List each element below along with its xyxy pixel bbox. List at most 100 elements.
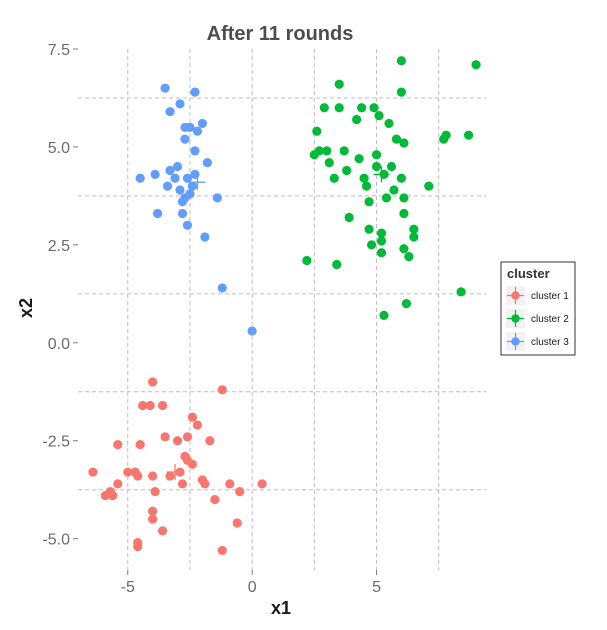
data-point-cluster-2 [364,224,374,234]
data-point-cluster-3 [217,283,227,293]
data-point-cluster-2 [396,173,407,183]
data-point-cluster-2 [401,299,411,309]
data-point-cluster-1 [192,420,203,430]
data-point-cluster-3 [153,208,163,219]
data-point-cluster-2 [376,248,387,258]
data-point-cluster-1 [145,400,155,411]
data-point-cluster-2 [376,228,387,238]
data-point-cluster-1 [160,432,170,442]
data-point-cluster-2 [319,103,329,113]
data-point-cluster-3 [180,134,190,144]
legend-key-dot [511,291,520,300]
data-point-cluster-2 [329,173,339,183]
data-point-cluster-3 [190,169,200,179]
data-point-cluster-2 [322,146,332,156]
data-point-cluster-3 [162,181,173,191]
legend-label: cluster 2 [531,314,569,325]
data-point-cluster-1 [257,479,267,489]
data-point-cluster-2 [396,87,407,97]
data-point-cluster-1 [200,479,210,489]
data-point-cluster-3 [165,165,175,176]
data-point-cluster-3 [212,193,222,203]
data-point-cluster-2 [352,114,362,125]
data-point-cluster-2 [381,193,392,203]
data-point-cluster-1 [150,487,160,497]
data-point-cluster-2 [334,79,344,89]
data-point-cluster-2 [364,197,374,207]
data-point-cluster-2 [441,130,451,140]
data-point-cluster-3 [185,122,195,132]
data-point-cluster-3 [182,220,193,230]
x-axis-label: x1 [271,598,291,618]
data-point-cluster-3 [190,87,200,97]
data-point-cluster-1 [210,494,220,505]
x-tick-label: 0 [248,579,257,596]
data-point-cluster-2 [334,103,344,113]
data-point-cluster-1 [225,479,235,489]
data-point-cluster-2 [379,310,389,320]
data-point-cluster-2 [366,240,377,250]
data-point-cluster-1 [148,506,158,516]
data-point-cluster-2 [389,185,399,195]
data-point-cluster-1 [123,467,133,477]
data-point-cluster-2 [357,103,367,113]
legend-label: cluster 3 [531,337,569,348]
centroid-cluster-3 [189,174,206,191]
chart-title: After 11 rounds [207,23,354,45]
data-point-cluster-2 [332,259,342,270]
data-point-cluster-2 [386,161,397,172]
data-point-cluster-1 [138,400,148,411]
data-point-cluster-1 [148,377,158,387]
data-point-cluster-2 [409,224,419,234]
data-point-cluster-2 [344,212,354,223]
y-tick-label: 0.0 [48,336,70,353]
data-points [88,56,481,556]
data-point-cluster-3 [165,107,175,117]
data-point-cluster-3 [185,189,195,199]
data-point-cluster-2 [399,193,409,203]
data-point-cluster-2 [342,165,352,176]
data-point-cluster-2 [399,208,409,219]
data-point-cluster-2 [424,181,434,191]
data-point-cluster-2 [359,173,369,183]
data-point-cluster-1 [157,400,168,411]
data-point-cluster-2 [399,244,409,254]
data-point-cluster-2 [374,110,384,121]
legend-key-dot [511,337,520,346]
data-point-cluster-1 [217,385,227,395]
data-point-cluster-2 [302,255,312,266]
data-point-cluster-1 [187,412,198,422]
data-point-cluster-3 [160,83,170,93]
legend-key-dot [511,314,520,323]
data-point-cluster-1 [205,436,215,446]
y-tick-label: 5.0 [48,140,70,157]
cluster-centroids [167,166,390,481]
data-point-cluster-3 [135,173,145,183]
data-point-cluster-3 [190,146,200,156]
data-point-cluster-1 [177,479,188,489]
data-point-cluster-2 [471,60,481,70]
data-point-cluster-1 [113,479,123,489]
data-point-cluster-1 [148,471,158,481]
data-point-cluster-2 [409,232,419,242]
y-axis-label: x2 [16,298,36,318]
data-point-cluster-2 [312,126,322,136]
data-point-cluster-2 [384,118,394,129]
legend-label: cluster 1 [531,291,569,302]
data-point-cluster-3 [182,173,193,183]
gridlines [78,49,486,570]
x-tick-label: -5 [121,579,135,596]
data-point-cluster-1 [217,545,227,556]
data-point-cluster-1 [133,541,143,552]
legend-title: cluster [507,266,550,281]
data-point-cluster-1 [182,432,193,442]
data-point-cluster-1 [108,490,118,501]
y-tick-label: -2.5 [42,434,70,451]
data-point-cluster-2 [404,252,414,262]
data-point-cluster-2 [324,158,334,168]
data-point-cluster-2 [399,138,409,148]
x-tick-label: 5 [372,579,381,596]
data-point-cluster-3 [170,173,180,183]
data-point-cluster-1 [113,440,123,450]
